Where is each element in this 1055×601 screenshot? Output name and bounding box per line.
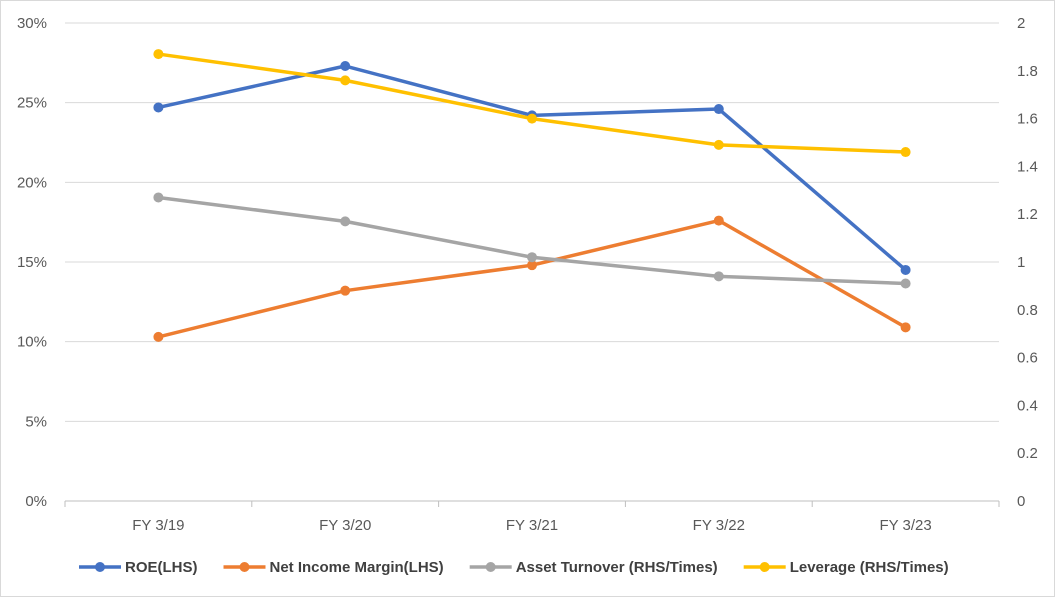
data-point: [900, 322, 911, 333]
right-tick-label: 0.8: [1017, 302, 1038, 319]
left-tick-label: 25%: [17, 95, 47, 112]
data-point: [713, 215, 724, 226]
right-axis-ticks: 0 0.2 0.4 0.6 0.8 1 1.2 1.4 1.6 1.8 2: [1017, 15, 1038, 510]
data-point: [713, 271, 724, 282]
legend-swatch-marker: [239, 562, 250, 572]
x-axis: FY 3/19 FY 3/20 FY 3/21 FY 3/22 FY 3/23: [64, 500, 1000, 534]
data-point: [340, 216, 351, 227]
legend-label: Net Income Margin(LHS): [270, 559, 444, 576]
legend-item: Net Income Margin(LHS): [223, 559, 444, 576]
data-point: [340, 61, 351, 72]
data-point: [153, 49, 164, 60]
legend-label: ROE(LHS): [125, 559, 198, 576]
right-tick-label: 1.6: [1017, 111, 1038, 128]
right-tick-label: 0.2: [1017, 445, 1038, 462]
data-point: [900, 147, 911, 158]
legend-item: Leverage (RHS/Times): [743, 559, 949, 576]
legend-swatch-marker: [485, 562, 496, 572]
legend-swatch-marker: [95, 562, 105, 572]
series-0: [153, 61, 911, 275]
data-point: [340, 285, 351, 296]
legend-swatch-marker: [759, 562, 770, 572]
series-1: [153, 215, 911, 342]
left-tick-label: 10%: [17, 334, 47, 351]
x-tick-label: FY 3/23: [879, 517, 931, 534]
right-tick-label: 2: [1017, 15, 1025, 32]
x-tick-label: FY 3/19: [132, 517, 184, 534]
legend-item: Asset Turnover (RHS/Times): [469, 559, 718, 576]
legend: ROE(LHS) Net Income Margin(LHS) Asset Turn…: [79, 559, 949, 576]
data-point: [713, 104, 724, 115]
data-point: [527, 260, 537, 271]
series-group: [153, 49, 911, 342]
legend-label: Leverage (RHS/Times): [790, 559, 949, 576]
right-tick-label: 1: [1017, 254, 1025, 271]
right-tick-label: 1.4: [1017, 158, 1038, 175]
right-tick-label: 1.8: [1017, 63, 1038, 80]
left-axis-ticks: 0% 5% 10% 15% 20% 25% 30%: [17, 15, 47, 510]
data-point: [900, 278, 911, 289]
right-tick-label: 1.2: [1017, 206, 1038, 223]
left-tick-label: 20%: [17, 174, 47, 191]
data-point: [527, 113, 537, 124]
x-tick-label: FY 3/20: [319, 517, 371, 534]
right-tick-label: 0.6: [1017, 350, 1038, 367]
legend-label: Asset Turnover (RHS/Times): [516, 559, 718, 576]
data-point: [900, 264, 911, 275]
x-tick-label: FY 3/22: [693, 517, 745, 534]
series-line: [158, 195, 906, 286]
left-tick-label: 0%: [25, 493, 47, 510]
data-point: [527, 252, 537, 263]
data-point: [153, 331, 164, 342]
series-2: [153, 192, 911, 289]
left-tick-label: 5%: [25, 413, 47, 430]
left-tick-label: 30%: [17, 15, 47, 32]
left-tick-label: 15%: [17, 254, 47, 271]
right-tick-label: 0.4: [1017, 397, 1038, 414]
series-line: [158, 64, 907, 272]
data-point: [153, 192, 164, 203]
x-tick-label: FY 3/21: [506, 517, 558, 534]
right-tick-label: 0: [1017, 493, 1025, 510]
data-point: [153, 102, 164, 113]
data-point: [713, 139, 724, 150]
series-3: [153, 49, 911, 158]
gridlines: [65, 22, 999, 502]
legend-item: ROE(LHS): [79, 559, 198, 576]
data-point: [340, 75, 351, 86]
